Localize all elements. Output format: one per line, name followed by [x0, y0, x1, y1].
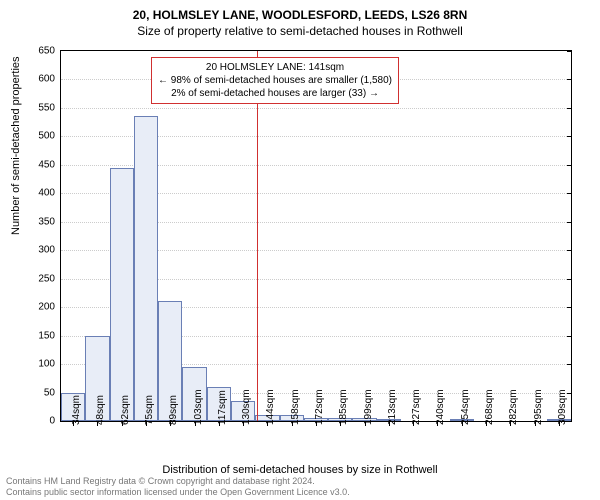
x-tick-mark	[486, 421, 487, 426]
x-tick-label: 172sqm	[314, 389, 325, 425]
x-tick-label: 282sqm	[508, 389, 519, 425]
x-tick-label: 144sqm	[265, 389, 276, 425]
x-tick-mark	[122, 421, 123, 426]
x-tick-label: 268sqm	[484, 389, 495, 425]
x-tick-mark	[146, 421, 147, 426]
x-tick-label: 295sqm	[533, 389, 544, 425]
annotation-line3: 2% of semi-detached houses are larger (3…	[158, 87, 392, 100]
chart-subtitle: Size of property relative to semi-detach…	[0, 22, 600, 38]
y-tick-label: 250	[38, 273, 55, 284]
y-tick-mark	[567, 279, 572, 280]
footer-line1: Contains HM Land Registry data © Crown c…	[6, 476, 350, 487]
y-tick-mark	[567, 165, 572, 166]
y-tick-mark	[567, 336, 572, 337]
x-tick-mark	[195, 421, 196, 426]
x-tick-label: 103sqm	[193, 389, 204, 425]
x-tick-label: 158sqm	[290, 389, 301, 425]
y-tick-label: 100	[38, 359, 55, 370]
x-tick-mark	[97, 421, 98, 426]
y-tick-mark	[567, 222, 572, 223]
y-tick-label: 400	[38, 188, 55, 199]
y-tick-label: 300	[38, 245, 55, 256]
x-tick-mark	[413, 421, 414, 426]
x-tick-label: 117sqm	[217, 390, 228, 425]
footer-attribution: Contains HM Land Registry data © Crown c…	[6, 476, 350, 498]
y-tick-mark	[567, 193, 572, 194]
x-tick-mark	[340, 421, 341, 426]
x-axis-label: Distribution of semi-detached houses by …	[0, 464, 600, 476]
histogram-bar	[110, 168, 134, 421]
y-tick-mark	[567, 108, 572, 109]
x-tick-mark	[437, 421, 438, 426]
marker-line	[257, 51, 258, 421]
y-tick-label: 150	[38, 330, 55, 341]
x-tick-mark	[170, 421, 171, 426]
x-tick-mark	[292, 421, 293, 426]
x-tick-mark	[510, 421, 511, 426]
y-tick-mark	[567, 364, 572, 365]
x-tick-mark	[535, 421, 536, 426]
x-tick-mark	[267, 421, 268, 426]
x-tick-label: 130sqm	[241, 389, 252, 425]
x-tick-mark	[316, 421, 317, 426]
chart-container: 20, HOLMSLEY LANE, WOODLESFORD, LEEDS, L…	[0, 0, 600, 500]
y-tick-label: 0	[49, 416, 55, 427]
x-tick-mark	[559, 421, 560, 426]
histogram-bar	[134, 116, 158, 421]
y-tick-label: 600	[38, 74, 55, 85]
plot-area: 0501001502002503003504004505005506006503…	[60, 50, 572, 422]
annotation-line1: 20 HOLMSLEY LANE: 141sqm	[158, 61, 392, 74]
y-tick-mark	[567, 51, 572, 52]
y-tick-label: 200	[38, 302, 55, 313]
x-tick-mark	[219, 421, 220, 426]
x-tick-label: 240sqm	[435, 389, 446, 425]
y-tick-label: 650	[38, 46, 55, 57]
y-tick-label: 550	[38, 102, 55, 113]
x-tick-label: 254sqm	[460, 389, 471, 425]
y-tick-mark	[567, 79, 572, 80]
x-tick-mark	[73, 421, 74, 426]
x-tick-label: 185sqm	[338, 389, 349, 425]
x-tick-mark	[389, 421, 390, 426]
x-tick-label: 213sqm	[387, 389, 398, 425]
y-tick-label: 350	[38, 216, 55, 227]
y-tick-mark	[567, 250, 572, 251]
gridline	[61, 108, 571, 109]
y-tick-label: 450	[38, 159, 55, 170]
y-tick-mark	[567, 307, 572, 308]
chart-title: 20, HOLMSLEY LANE, WOODLESFORD, LEEDS, L…	[0, 0, 600, 22]
x-tick-label: 227sqm	[411, 389, 422, 425]
annotation-box: 20 HOLMSLEY LANE: 141sqm ← 98% of semi-d…	[151, 57, 399, 104]
y-axis-label: Number of semi-detached properties	[10, 56, 22, 235]
x-tick-label: 309sqm	[557, 389, 568, 425]
y-tick-mark	[567, 136, 572, 137]
y-tick-label: 500	[38, 131, 55, 142]
x-tick-label: 199sqm	[363, 389, 374, 425]
x-tick-mark	[243, 421, 244, 426]
x-tick-mark	[462, 421, 463, 426]
annotation-line2: ← 98% of semi-detached houses are smalle…	[158, 74, 392, 87]
y-tick-label: 50	[44, 387, 55, 398]
x-tick-mark	[365, 421, 366, 426]
footer-line2: Contains public sector information licen…	[6, 487, 350, 498]
